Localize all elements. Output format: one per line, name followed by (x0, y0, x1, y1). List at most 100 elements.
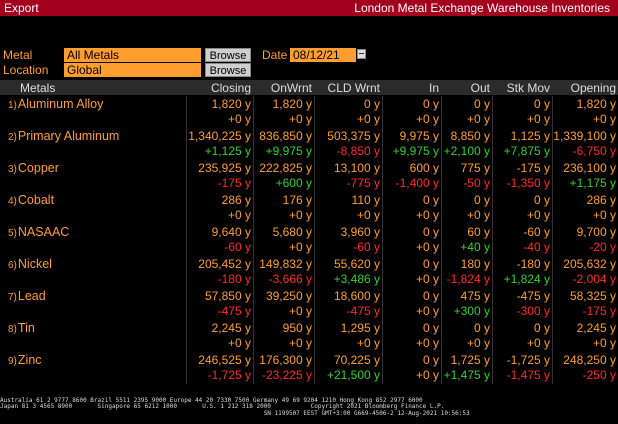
metal-name-text: Primary Aluminum (17, 129, 120, 143)
value-cell: 0 y (422, 289, 439, 303)
metal-name[interactable]: 9)Zinc (8, 353, 42, 367)
value-cell: 110 y (351, 193, 380, 207)
column-divider (314, 96, 315, 384)
col-opening[interactable]: Opening (570, 81, 616, 95)
change-cell: +21,500 y (326, 368, 380, 382)
metal-name[interactable]: 2)Primary Aluminum (8, 129, 119, 143)
row-number: 9) (8, 356, 17, 367)
column-divider (552, 96, 553, 384)
col-out[interactable]: Out (470, 81, 490, 95)
change-cell: +0 y (415, 208, 439, 222)
calendar-icon[interactable] (357, 49, 366, 59)
column-divider (253, 96, 254, 384)
metal-name[interactable]: 4)Cobalt (8, 193, 54, 207)
col-metals[interactable]: Metals (20, 81, 56, 95)
change-cell: +0 y (288, 336, 312, 350)
col-in[interactable]: In (428, 81, 439, 95)
metal-name-text: NASAAC (17, 225, 70, 239)
change-cell: +0 y (415, 240, 439, 254)
row-number: 5) (8, 228, 17, 239)
table-row[interactable]: 9)Zinc 246,525 y 176,300 y 70,225 y 0 y 1,725… (0, 352, 618, 384)
metal-field[interactable]: All Metals (64, 48, 201, 62)
metal-name[interactable]: 6)Nickel (8, 257, 52, 271)
col-closing[interactable]: Closing (210, 81, 251, 95)
change-cell: +0 y (466, 112, 490, 126)
value-cell: 286 y (586, 193, 616, 207)
value-cell: 176 y (282, 193, 312, 207)
value-cell: -475 y (516, 289, 550, 303)
metal-name[interactable]: 1)Aluminum Alloy (8, 97, 103, 111)
column-divider (186, 96, 187, 384)
table-row[interactable]: 8)Tin 2,245 y 950 y 1,295 y 0 y 0 y 0 y 2,245 y… (0, 320, 618, 352)
change-cell: +0 y (466, 336, 490, 350)
row-number: 3) (8, 164, 17, 175)
change-cell: +600 y (275, 176, 312, 190)
value-cell: -1,725 y (506, 353, 550, 367)
change-cell: -175 y (582, 304, 616, 318)
table-row[interactable]: 7)Lead 57,850 y 39,250 y 18,600 y 0 y 475 y -4… (0, 288, 618, 320)
browse-location-button[interactable]: Browse (205, 63, 251, 77)
change-cell: -250 y (582, 368, 616, 382)
value-cell: 0 y (473, 97, 490, 111)
footer-line: Japan 81 3 4565 8900 Singapore 65 6212 1… (0, 403, 445, 411)
col-cld-wrnt[interactable]: CLD Wrnt (327, 81, 380, 95)
change-cell: +0 y (356, 112, 380, 126)
value-cell: 180 y (460, 257, 490, 271)
table-row[interactable]: 6)Nickel 205,452 y 149,832 y 55,620 y 0 y 180… (0, 256, 618, 288)
metal-name[interactable]: 7)Lead (8, 289, 46, 303)
metal-name[interactable]: 5)NASAAC (8, 225, 69, 239)
value-cell: 205,632 y (563, 257, 616, 271)
change-cell: -60 y (224, 240, 251, 254)
value-cell: 236,100 y (563, 161, 616, 175)
value-cell: 205,452 y (198, 257, 251, 271)
value-cell: 0 y (422, 97, 439, 111)
col-stk-mov[interactable]: Stk Mov (506, 81, 550, 95)
change-cell: -475 y (217, 304, 251, 318)
location-field[interactable]: Global (64, 63, 201, 77)
change-cell: +1,125 y (204, 144, 251, 158)
value-cell: 1,820 y (576, 97, 616, 111)
column-divider (441, 96, 442, 384)
table-row[interactable]: 3)Copper 235,925 y 222,825 y 13,100 y 600 y 7… (0, 160, 618, 192)
value-cell: 600 y (409, 161, 439, 175)
change-cell: +0 y (592, 208, 616, 222)
table-row[interactable]: 5)NASAAC 9,640 y 5,680 y 3,960 y 0 y 60 y -60 … (0, 224, 618, 256)
value-cell: 248,250 y (563, 353, 616, 367)
export-menu[interactable]: Export (4, 1, 39, 15)
metal-name-text: Aluminum Alloy (17, 97, 104, 111)
value-cell: 1,295 y (340, 321, 380, 335)
value-cell: 60 y (467, 225, 490, 239)
metal-name-text: Cobalt (17, 193, 55, 207)
value-cell: 775 y (460, 161, 490, 175)
change-cell: +1,475 y (443, 368, 490, 382)
row-number: 7) (8, 292, 17, 303)
row-number: 8) (8, 324, 17, 335)
footer-line: SN 1199507 EEST GMT+3:00 G669-4506-2 12-… (0, 409, 470, 417)
value-cell: 9,975 y (399, 129, 439, 143)
metal-name-text: Nickel (17, 257, 52, 271)
metal-name[interactable]: 8)Tin (8, 321, 35, 335)
footer-line: Australia 61 2 9777 8600 Brazil 5511 239… (0, 397, 423, 404)
change-cell: +0 y (415, 304, 439, 318)
change-cell: +0 y (466, 208, 490, 222)
change-cell: +0 y (415, 368, 439, 382)
change-cell: +0 y (415, 112, 439, 126)
value-cell: 0 y (422, 193, 439, 207)
change-cell: -1,475 y (506, 368, 550, 382)
change-cell: -40 y (523, 240, 550, 254)
value-cell: 55,620 y (333, 257, 380, 271)
browse-metal-button[interactable]: Browse (205, 48, 251, 62)
change-cell: +0 y (526, 336, 550, 350)
col-onwrnt[interactable]: OnWrnt (270, 81, 312, 95)
change-cell: -180 y (217, 272, 251, 286)
value-cell: 176,300 y (259, 353, 312, 367)
change-cell: +0 y (288, 208, 312, 222)
change-cell: +1,824 y (503, 272, 550, 286)
table-row[interactable]: 2)Primary Aluminum 1,340,225 y 836,850 y 50… (0, 128, 618, 160)
table-row[interactable]: 1)Aluminum Alloy 1,820 y 1,820 y 0 y 0 y 0 y 0… (0, 96, 618, 128)
value-cell: 8,850 y (450, 129, 490, 143)
date-field[interactable]: 08/12/21 (290, 48, 356, 62)
value-cell: 2,245 y (211, 321, 251, 335)
metal-name[interactable]: 3)Copper (8, 161, 59, 175)
